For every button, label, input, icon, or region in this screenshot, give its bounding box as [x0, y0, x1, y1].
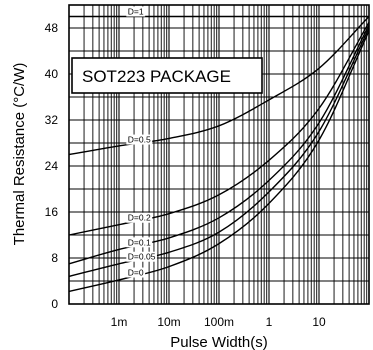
curves [68, 15, 370, 293]
series-line [68, 24, 370, 265]
x-tick-label: 1 [266, 315, 273, 329]
series-label: D=1 [128, 7, 144, 17]
y-tick-label: 32 [45, 113, 59, 127]
series-line [68, 16, 370, 156]
series-label: D=0.05 [128, 252, 156, 262]
series-label: D=0 [128, 268, 144, 278]
series-label-background [126, 237, 153, 248]
series-label-background [126, 212, 153, 223]
series-label: D=0.1 [128, 237, 151, 247]
series-label: D=0.2 [128, 213, 151, 223]
series-line [68, 30, 370, 293]
x-tick-label: 100m [204, 315, 234, 329]
series-label-background [126, 267, 146, 278]
series-label: D=0.5 [128, 135, 151, 145]
annotation-box: SOT223 PACKAGE [71, 57, 263, 94]
annotation-frame [71, 57, 263, 94]
package-annotation: SOT223 PACKAGE [82, 67, 231, 86]
y-tick-label: 24 [45, 159, 59, 173]
x-tick-label: 10m [157, 315, 180, 329]
tick-labels: 0 8 16 24 32 40 48 1m 10m 100m 1 10 [45, 21, 326, 329]
x-axis-label: Pulse Width(s) [170, 334, 268, 350]
series-line [68, 27, 370, 278]
series-label-background [126, 134, 153, 145]
series-label-background [126, 6, 146, 17]
series-label-background [126, 251, 157, 262]
x-tick-label: 10 [312, 315, 326, 329]
y-axis-label: Thermal Resistance (°C/W) [11, 63, 28, 246]
curve-labels: D=1 D=0.5 D=0.2 D=0.1 D=0.05 D=0 [126, 6, 157, 278]
y-tick-label: 0 [51, 297, 58, 311]
y-tick-label: 8 [51, 251, 58, 265]
x-tick-label: 1m [111, 315, 128, 329]
plot-frame [68, 4, 370, 305]
y-tick-label: 16 [45, 205, 59, 219]
y-tick-label: 48 [45, 21, 59, 35]
series-line [68, 21, 370, 236]
y-tick-label: 40 [45, 67, 59, 81]
